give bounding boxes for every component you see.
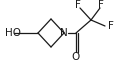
Text: F: F (74, 0, 80, 10)
Text: F: F (107, 21, 113, 31)
Text: N: N (60, 28, 67, 38)
Text: F: F (97, 0, 103, 10)
Text: O: O (71, 52, 79, 62)
Text: HO: HO (5, 28, 21, 38)
